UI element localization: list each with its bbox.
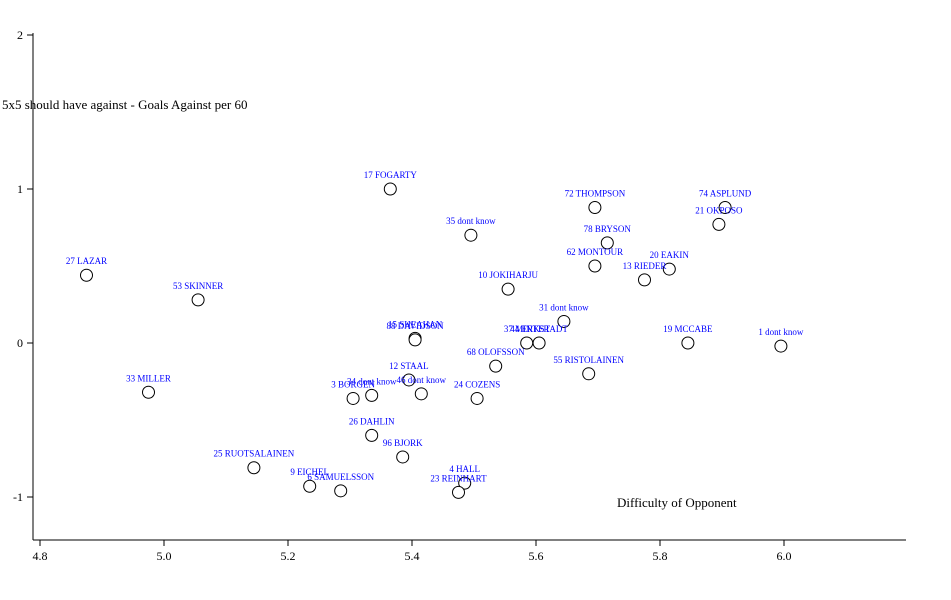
data-point [501, 282, 515, 296]
x-axis-title: Difficulty of Opponent [617, 495, 737, 510]
data-point [588, 259, 602, 273]
x-tick-label: 4.8 [33, 549, 48, 563]
data-point-label: 24 COZENS [454, 379, 500, 389]
data-point-label: 21 OKPOSO [695, 205, 743, 215]
data-point-label: 44 ERKSTADT [510, 324, 568, 334]
data-point-label: 17 FOGARTY [364, 170, 418, 180]
data-point [489, 359, 503, 373]
data-point-label: 10 JOKIHARJU [478, 270, 538, 280]
y-tick-label: 0 [17, 336, 23, 350]
data-point-label: 72 THOMPSON [565, 188, 626, 198]
data-point [470, 391, 484, 405]
data-point [365, 388, 379, 402]
data-point [464, 228, 478, 242]
data-point-label: 12 STAAL [389, 361, 429, 371]
data-point [334, 484, 348, 498]
data-point [774, 339, 788, 353]
data-point [452, 485, 465, 499]
data-point-label: 15 SHEAHAN [388, 319, 443, 329]
data-point [681, 336, 695, 350]
data-point [557, 314, 571, 328]
data-point-label: 13 RIEDER [623, 261, 667, 271]
data-point [408, 333, 422, 347]
x-tick-label: 6.0 [777, 549, 792, 563]
data-point [712, 217, 726, 231]
data-point [402, 373, 416, 387]
x-tick-label: 5.4 [405, 549, 420, 563]
data-point [191, 293, 205, 307]
data-point [662, 262, 676, 276]
data-point-label: 88 DAVIDSON [387, 321, 445, 331]
data-point-label: 26 DAHLIN [349, 416, 395, 426]
x-axis: 4.8 5.0 5.2 5.4 5.6 5.8 6.0 [33, 539, 906, 563]
data-point [582, 367, 596, 381]
data-point [588, 200, 602, 214]
data-point [346, 391, 360, 405]
x-tick-label: 5.0 [157, 549, 172, 563]
data-point-label: 3 BORGEN [331, 379, 375, 389]
data-point [365, 428, 379, 442]
data-point [718, 200, 732, 214]
y-axis-title: 5x5 should have against - Goals Against … [2, 97, 248, 112]
data-point-label: 1 dont know [758, 327, 804, 337]
data-points: 17 FOGARTY 72 THOMPSON 74 ASPLUND 21 OKPOSO… [66, 170, 804, 499]
data-point [600, 236, 614, 250]
data-point-label: 96 BJORK [383, 438, 423, 448]
x-tick-label: 5.8 [653, 549, 668, 563]
data-point-label: 23 REINHART [430, 473, 487, 483]
data-point [142, 385, 155, 399]
data-point-label: 9 EICHEL [290, 467, 329, 477]
data-point-label: 25 RUOTSALAINEN [214, 449, 295, 459]
data-point [638, 273, 651, 287]
data-point-label: 20 EAKIN [650, 250, 690, 260]
data-point [80, 268, 93, 282]
data-point-label: 55 RISTOLAINEN [553, 355, 624, 365]
data-point-label: 46 dont know [397, 375, 447, 385]
data-point-label: 33 MILLER [126, 373, 171, 383]
x-tick-label: 5.2 [281, 549, 296, 563]
data-point-label: 19 MCCABE [663, 324, 713, 334]
data-point [458, 476, 472, 490]
y-tick-label: 1 [17, 182, 23, 196]
data-point-label: 68 OLOFSSON [467, 347, 525, 357]
data-point-label: 62 MONTOUR [567, 247, 624, 257]
data-point-label: 31 dont know [539, 302, 589, 312]
data-point [383, 182, 397, 196]
data-point-label: 78 BRYSON [584, 224, 632, 234]
data-point [247, 461, 261, 475]
data-point [532, 336, 546, 350]
x-tick-label: 5.6 [529, 549, 544, 563]
data-point-label: 37 MINTER [504, 324, 550, 334]
data-point-label: 74 ASPLUND [699, 188, 752, 198]
data-point [414, 387, 428, 401]
data-point-label: 4 HALL [449, 464, 480, 474]
y-axis: -1 0 1 2 [13, 28, 34, 540]
data-point-label: 6 SAMUELSSON [307, 472, 374, 482]
data-point [303, 479, 317, 493]
data-point [396, 450, 410, 464]
data-point-label: 35 dont know [446, 216, 496, 226]
data-point-label: 27 LAZAR [66, 256, 107, 266]
y-tick-label: -1 [13, 490, 23, 504]
data-point-label: 53 SKINNER [173, 281, 223, 291]
data-point-label: 34 dont know [347, 376, 397, 386]
y-tick-label: 2 [17, 28, 23, 42]
